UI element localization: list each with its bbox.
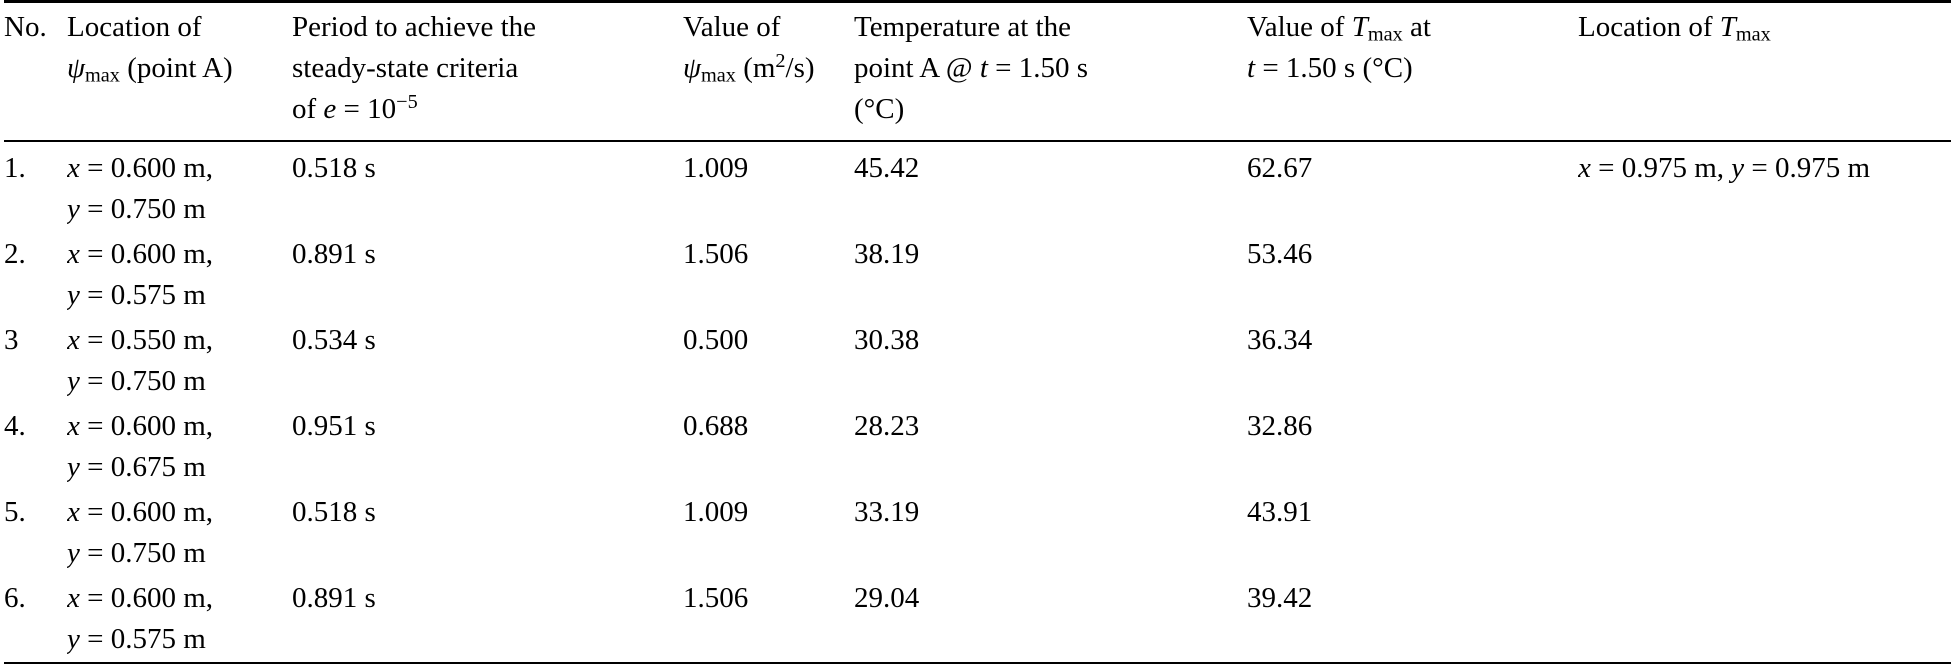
cell-psi-value: 1.009 [683, 496, 749, 528]
cell-tmax-location [1578, 318, 1951, 404]
cell-no: 1. [4, 152, 26, 184]
cell-period: 0.891 s [292, 238, 376, 270]
cell-temp-point-a: 30.38 [854, 324, 920, 356]
cell-period: 0.951 s [292, 410, 376, 442]
header-temp-point-a: Temperature at the point A @ t = 1.50 s (°… [854, 1, 1247, 142]
cell-no: 2. [4, 238, 26, 270]
cell-period: 0.518 s [292, 496, 376, 528]
table-body: 1. x = 0.600 m, y = 0.750 m 0.518 s 1.009… [4, 141, 1951, 663]
cell-psi-value: 1.009 [683, 152, 749, 184]
table-header: No. Location of ψmax (point A) Period to … [4, 1, 1951, 142]
cell-psi-location: x = 0.600 m, y = 0.750 m [67, 152, 214, 225]
cell-tmax-location: x = 0.975 m, y = 0.975 m [1578, 152, 1871, 184]
results-table: No. Location of ψmax (point A) Period to … [4, 0, 1951, 664]
cell-period: 0.891 s [292, 582, 376, 614]
cell-tmax-value: 43.91 [1247, 496, 1313, 528]
header-tmax-location: Location of Tmax [1578, 1, 1951, 142]
cell-psi-value: 1.506 [683, 582, 749, 614]
table-row: 3 x = 0.550 m, y = 0.750 m 0.534 s 0.500 … [4, 318, 1951, 404]
cell-psi-value: 0.688 [683, 410, 749, 442]
cell-psi-location: x = 0.600 m, y = 0.575 m [67, 582, 214, 655]
table-row: 4. x = 0.600 m, y = 0.675 m 0.951 s 0.688… [4, 404, 1951, 490]
header-psi-location: Location of ψmax (point A) [67, 1, 292, 142]
cell-tmax-value: 32.86 [1247, 410, 1313, 442]
cell-psi-location: x = 0.600 m, y = 0.750 m [67, 496, 214, 569]
cell-tmax-location [1578, 404, 1951, 490]
table-row: 2. x = 0.600 m, y = 0.575 m 0.891 s 1.506… [4, 232, 1951, 318]
cell-psi-location: x = 0.550 m, y = 0.750 m [67, 324, 214, 397]
cell-no: 4. [4, 410, 26, 442]
header-period: Period to achieve the steady-state criter… [292, 1, 683, 142]
cell-no: 6. [4, 582, 26, 614]
cell-psi-location: x = 0.600 m, y = 0.575 m [67, 238, 214, 311]
header-no: No. [4, 1, 67, 142]
header-tmax-value: Value of Tmax at t = 1.50 s (°C) [1247, 1, 1578, 142]
cell-temp-point-a: 29.04 [854, 582, 920, 614]
cell-period: 0.518 s [292, 152, 376, 184]
cell-psi-value: 0.500 [683, 324, 749, 356]
cell-temp-point-a: 38.19 [854, 238, 920, 270]
table-row: 6. x = 0.600 m, y = 0.575 m 0.891 s 1.506… [4, 576, 1951, 663]
table-header-row: No. Location of ψmax (point A) Period to … [4, 1, 1951, 142]
cell-no: 5. [4, 496, 26, 528]
header-psi-value: Value of ψmax (m2/s) [683, 1, 854, 142]
cell-temp-point-a: 45.42 [854, 152, 920, 184]
cell-tmax-value: 62.67 [1247, 152, 1313, 184]
cell-psi-location: x = 0.600 m, y = 0.675 m [67, 410, 214, 483]
cell-psi-value: 1.506 [683, 238, 749, 270]
cell-period: 0.534 s [292, 324, 376, 356]
cell-temp-point-a: 33.19 [854, 496, 920, 528]
cell-temp-point-a: 28.23 [854, 410, 920, 442]
table-row: 1. x = 0.600 m, y = 0.750 m 0.518 s 1.009… [4, 141, 1951, 232]
cell-tmax-location [1578, 232, 1951, 318]
cell-tmax-location [1578, 576, 1951, 663]
cell-tmax-value: 39.42 [1247, 582, 1313, 614]
table-row: 5. x = 0.600 m, y = 0.750 m 0.518 s 1.009… [4, 490, 1951, 576]
cell-tmax-value: 36.34 [1247, 324, 1313, 356]
cell-no: 3 [4, 324, 19, 356]
cell-tmax-value: 53.46 [1247, 238, 1313, 270]
cell-tmax-location [1578, 490, 1951, 576]
